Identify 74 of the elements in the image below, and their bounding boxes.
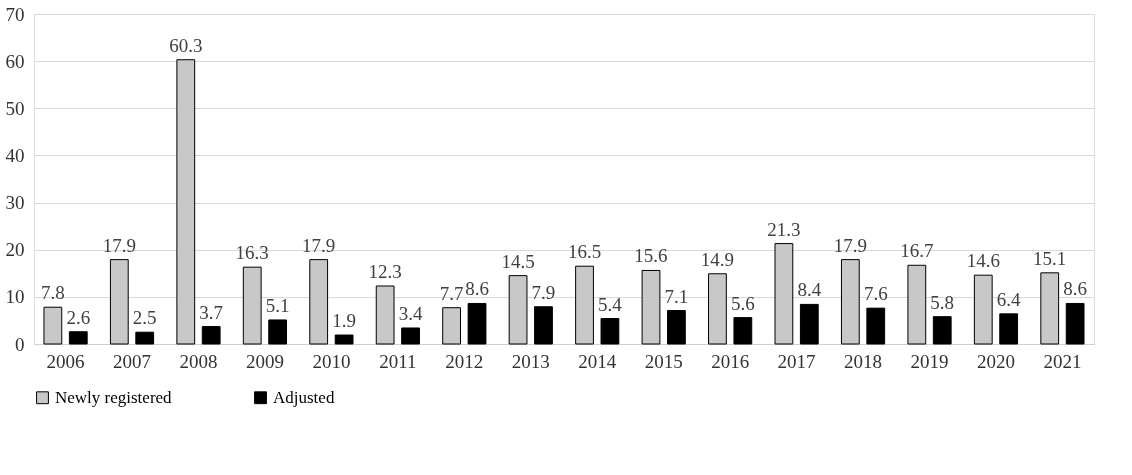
y-tick-label: 60 — [5, 50, 25, 72]
x-tick-label: 2015 — [644, 350, 683, 372]
x-tick-label: 2020 — [976, 350, 1015, 372]
bar — [467, 302, 487, 345]
x-tick-label: 2012 — [445, 350, 484, 372]
x-tick-label: 2017 — [777, 350, 816, 372]
data-label: 17.9 — [302, 234, 336, 256]
y-tick-label: 70 — [5, 3, 25, 25]
bar — [932, 316, 952, 345]
y-tick-label: 40 — [5, 144, 25, 166]
data-label: 8.6 — [465, 278, 489, 300]
data-label: 5.8 — [930, 291, 955, 313]
data-label: 7.7 — [439, 282, 464, 304]
data-label: 7.9 — [531, 281, 556, 303]
data-label: 14.6 — [966, 250, 1000, 272]
data-label: 5.1 — [265, 294, 290, 316]
y-tick-label: 20 — [5, 239, 25, 261]
data-label: 8.4 — [797, 279, 822, 301]
x-tick-label: 2009 — [245, 350, 284, 372]
data-label: 3.7 — [199, 301, 224, 323]
data-label: 16.7 — [900, 240, 934, 262]
y-tick-label: 50 — [5, 97, 25, 119]
bar — [866, 307, 886, 345]
x-tick-label: 2008 — [179, 350, 218, 372]
data-label: 15.1 — [1033, 247, 1067, 269]
data-label: 12.3 — [368, 261, 402, 283]
data-label: 15.6 — [634, 245, 668, 267]
bar — [733, 317, 753, 345]
data-label: 60.3 — [169, 34, 203, 56]
data-label: 7.6 — [863, 283, 888, 305]
bar — [999, 313, 1019, 345]
bar — [401, 327, 420, 345]
data-label: 5.6 — [730, 292, 755, 314]
data-label: 16.5 — [567, 241, 602, 263]
y-tick-label: 10 — [5, 286, 25, 308]
data-label: 1.9 — [332, 310, 356, 332]
legend-label: Adjusted — [273, 387, 335, 407]
y-tick-label: 30 — [5, 192, 25, 214]
data-label: 3.4 — [398, 302, 423, 324]
x-tick-label: 2018 — [844, 350, 883, 372]
data-label: 14.9 — [700, 248, 735, 270]
data-label: 6.4 — [996, 288, 1022, 310]
x-tick-label: 2019 — [910, 350, 949, 372]
bar — [600, 318, 620, 345]
bar — [268, 319, 288, 345]
data-label: 2.6 — [66, 306, 91, 328]
data-label: 21.3 — [767, 218, 801, 240]
data-label: 17.9 — [833, 234, 867, 256]
bar — [334, 334, 354, 345]
data-label: 16.3 — [235, 242, 269, 264]
x-tick-label: 2011 — [379, 350, 417, 372]
data-label: 5.4 — [598, 293, 623, 315]
data-label: 14.5 — [501, 250, 535, 272]
x-tick-label: 2016 — [711, 350, 750, 372]
data-label: 2.5 — [132, 307, 157, 329]
bar — [68, 331, 88, 345]
bar — [799, 303, 819, 345]
data-label: 7.1 — [664, 285, 689, 307]
x-tick-label: 2013 — [511, 350, 550, 372]
bar — [534, 306, 553, 345]
data-label: 8.6 — [1063, 278, 1088, 300]
x-tick-label: 2014 — [578, 350, 617, 372]
x-tick-label: 2006 — [46, 350, 85, 372]
bar — [135, 331, 155, 345]
x-tick-label: 2021 — [1043, 350, 1082, 372]
data-label: 7.8 — [40, 282, 65, 304]
bar — [1065, 302, 1085, 345]
legend-label: Newly registered — [55, 387, 173, 407]
x-tick-label: 2010 — [312, 350, 351, 372]
bar — [201, 326, 221, 345]
x-tick-label: 2007 — [113, 350, 152, 372]
bar — [667, 310, 686, 345]
y-tick-label: 0 — [15, 333, 25, 355]
data-label: 17.9 — [102, 234, 136, 256]
